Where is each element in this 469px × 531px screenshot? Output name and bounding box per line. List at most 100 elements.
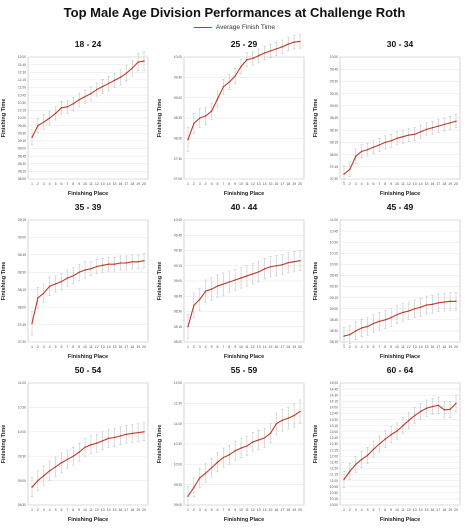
data-point <box>31 322 33 325</box>
y-tick-label: 09:00 <box>174 503 182 507</box>
panel-title: 25 - 29 <box>231 39 258 49</box>
x-tick-label: 7 <box>222 345 224 349</box>
x-tick-label: 10 <box>239 182 243 186</box>
y-tick-label: 08:45 <box>174 294 182 298</box>
data-point <box>193 122 195 125</box>
chart-panel: 18 - 24 08:00 08:15 08:30 08:45 09:00 09:15 09:… <box>0 37 156 205</box>
data-point <box>228 454 230 456</box>
y-tick-label: 07:30 <box>18 340 26 344</box>
data-point <box>137 261 139 263</box>
plot-area <box>27 382 149 506</box>
panel-title: 18 - 24 <box>75 39 102 49</box>
y-tick-label: 14:30 <box>330 393 338 397</box>
x-tick-label: 8 <box>228 182 230 186</box>
y-tick-label: 07:30 <box>330 177 338 181</box>
x-tick-label: 9 <box>390 182 392 186</box>
data-point <box>43 292 45 294</box>
data-point <box>107 437 110 440</box>
data-point <box>193 304 195 307</box>
x-tick-label: 20 <box>142 345 146 349</box>
y-tick-label: 09:45 <box>330 274 338 278</box>
x-tick-label: 9 <box>390 508 392 512</box>
data-point <box>414 414 416 417</box>
data-point <box>90 444 92 446</box>
data-point <box>234 75 236 77</box>
data-point <box>299 259 301 262</box>
y-tick-label: 12:30 <box>330 442 338 446</box>
x-tick-label: 4 <box>205 345 207 349</box>
y-tick-label: 11:45 <box>18 63 26 67</box>
y-tick-label: 11:30 <box>174 402 182 406</box>
x-tick-label: 6 <box>372 182 374 186</box>
x-tick-label: 16 <box>118 345 122 349</box>
x-tick-label: 12 <box>251 345 255 349</box>
data-point <box>431 303 434 305</box>
x-tick-label: 11 <box>401 345 405 349</box>
y-tick-label: 07:45 <box>330 165 338 169</box>
panel-title: 50 - 54 <box>75 365 102 375</box>
y-tick-label: 09:30 <box>174 483 182 487</box>
x-tick-label: 16 <box>274 345 278 349</box>
y-tick-label: 09:00 <box>18 479 26 483</box>
data-point <box>43 121 45 123</box>
y-tick-label: 08:00 <box>330 153 338 157</box>
data-point <box>360 150 363 153</box>
data-point <box>252 273 254 275</box>
data-point <box>349 333 351 336</box>
x-tick-label: 15 <box>113 508 117 512</box>
x-tick-label: 7 <box>378 345 380 349</box>
data-point <box>113 79 116 82</box>
data-point <box>37 479 39 482</box>
x-tick-label: 2 <box>193 182 195 186</box>
data-point <box>437 302 440 304</box>
x-tick-label: 4 <box>361 345 363 349</box>
x-tick-label: 5 <box>55 182 57 186</box>
y-tick-label: 10:45 <box>18 93 26 97</box>
chart-panel: 35 - 39 07:30 07:45 08:00 08:15 08:30 08:45 09:… <box>0 200 156 368</box>
y-tick-label: 09:30 <box>330 285 338 289</box>
data-point <box>78 271 80 273</box>
x-tick-label: 10 <box>83 182 87 186</box>
x-tick-label: 20 <box>454 508 458 512</box>
data-point <box>443 301 445 303</box>
data-point <box>349 168 351 170</box>
x-tick-label: 6 <box>60 182 62 186</box>
y-tick-label: 11:15 <box>330 473 338 477</box>
y-axis-label: Finishing Time <box>1 262 7 301</box>
y-tick-label: 14:15 <box>330 400 338 404</box>
x-tick-label: 11 <box>245 508 249 512</box>
data-point <box>437 125 440 127</box>
x-tick-label: 5 <box>367 345 369 349</box>
data-point <box>431 405 434 408</box>
y-tick-label: 07:30 <box>174 157 182 161</box>
data-point <box>96 88 98 91</box>
x-tick-label: 9 <box>390 345 392 349</box>
chart-svg: 45 - 49 08:15 08:30 08:45 09:00 09:15 09:30 09:… <box>313 202 461 360</box>
data-point <box>293 414 295 417</box>
x-tick-label: 12 <box>407 508 411 512</box>
data-point <box>360 327 363 329</box>
x-tick-label: 15 <box>269 508 273 512</box>
data-point <box>402 425 404 427</box>
panel-title: 40 - 44 <box>231 202 258 212</box>
x-tick-label: 16 <box>430 345 434 349</box>
chart-svg: 60 - 64 10:00 10:15 10:30 10:45 11:00 11:15 11:… <box>313 365 461 523</box>
x-tick-label: 8 <box>72 345 74 349</box>
data-point <box>449 122 451 124</box>
x-tick-label: 6 <box>216 345 218 349</box>
data-point <box>269 266 272 268</box>
series-line <box>343 402 457 480</box>
x-tick-label: 9 <box>78 508 80 512</box>
data-point <box>408 419 410 422</box>
data-point <box>131 432 133 435</box>
chart-svg: 30 - 34 07:30 07:45 08:00 08:15 08:30 08:45 09:… <box>313 39 461 197</box>
data-point <box>204 472 207 474</box>
data-point <box>390 316 392 319</box>
data-point <box>216 285 219 287</box>
data-point <box>343 478 345 481</box>
data-point <box>431 127 434 129</box>
data-point <box>66 458 69 461</box>
x-tick-label: 19 <box>136 182 140 186</box>
x-tick-label: 16 <box>430 508 434 512</box>
series-line <box>187 40 301 140</box>
